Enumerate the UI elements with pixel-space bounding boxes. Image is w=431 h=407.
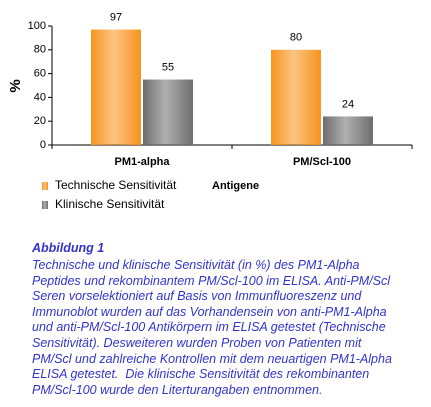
x-axis-label: Antigene	[212, 180, 259, 192]
bar	[91, 29, 141, 145]
y-tick-label: 40	[34, 91, 46, 103]
y-tick-label: 80	[34, 44, 46, 56]
bar	[323, 116, 373, 145]
legend-swatch	[42, 182, 48, 190]
legend-label: Technische Sensitivität	[55, 178, 177, 192]
legend-swatch	[42, 201, 48, 209]
y-tick-label: 0	[40, 139, 46, 151]
value-label: 55	[162, 61, 174, 73]
value-label: 97	[110, 11, 122, 23]
caption-line: Sensitivität). Desweiteren wurden Proben…	[32, 336, 362, 350]
caption-line: Seren vorselektioniert auf Basis von Imm…	[32, 289, 362, 304]
caption-title: Abbildung 1	[32, 241, 105, 255]
chart: % Antigene 0 20 40 60 80 100 PM1-alpha 97 55 PM/S…	[7, 11, 413, 211]
caption-line: PM/Scl und zahlreiche Kontrollen mit dem…	[32, 351, 392, 366]
caption-line: ELISA getestet. Die klinische Sensitivit…	[32, 367, 370, 382]
bar	[143, 79, 193, 145]
caption-line: Immunoblot wurden auf das Vorhandensein …	[32, 304, 387, 319]
y-tick-label: 20	[34, 115, 46, 127]
value-label: 24	[342, 98, 354, 110]
x-tick-label: PM1-alpha	[114, 156, 170, 168]
bar	[271, 49, 321, 145]
y-tick-label: 60	[34, 68, 46, 80]
caption-line: Technische und klinische Sensitivität (i…	[32, 258, 360, 272]
caption-line: PM/Scl-100 wurde den Literturangaben ent…	[32, 382, 323, 397]
legend-label: Klinische Sensitivität	[55, 197, 165, 211]
x-tick-label: PM/Scl-100	[293, 156, 351, 168]
value-label: 80	[290, 32, 302, 44]
caption-line: und anti-PM/Scl-100 Antikörpern im ELISA…	[32, 320, 386, 335]
y-tick-label: 100	[28, 20, 46, 32]
y-axis-label: %	[7, 79, 24, 92]
caption-line: Peptides und rekombinantem PM/Scl-100 im…	[32, 273, 391, 288]
